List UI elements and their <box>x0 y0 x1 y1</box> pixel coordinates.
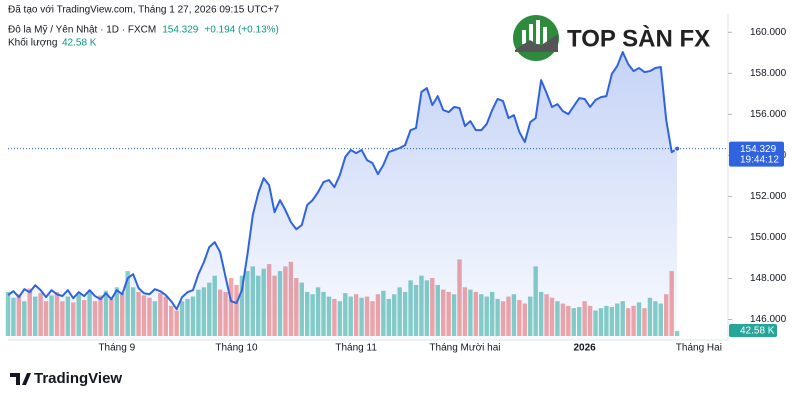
legend-symbol: Đô la Mỹ / Yên Nhật · 1D · FXCM <box>8 25 156 36</box>
legend-volume-title: Khối lượng <box>8 37 57 49</box>
price-tag-countdown: 19:44:12 <box>740 154 779 165</box>
logo-text: TradingView <box>34 370 122 387</box>
volume-tag <box>729 324 777 337</box>
y-tick-label: 148.000 <box>750 273 787 284</box>
price-line <box>7 51 678 311</box>
x-tick-label: Tháng 10 <box>215 343 258 354</box>
x-tick-label: Tháng Mười hai <box>429 343 500 354</box>
x-tick-label: Tháng 9 <box>98 343 135 354</box>
last-point <box>674 145 681 152</box>
plot-layer <box>7 51 728 340</box>
price-tag-label: 154.329 <box>740 144 777 155</box>
tradingview-logo: TradingView <box>10 370 122 387</box>
created-note: Đã tạo với TradingView.com, Tháng 1 27, … <box>8 5 280 16</box>
y-tick-label: 160.000 <box>750 27 787 38</box>
price-tag <box>729 141 784 167</box>
x-tick-label: Tháng 11 <box>335 343 377 354</box>
x-tick-label: 2026 <box>574 343 597 354</box>
y-tick-label: 152.000 <box>750 191 787 202</box>
y-tick-label: 156.000 <box>750 109 787 120</box>
watermark: TOP SÀN FX <box>513 15 710 61</box>
y-tick-label: 150.000 <box>750 232 787 243</box>
legend-price: 154.329 <box>162 25 199 36</box>
area-fill <box>8 52 678 340</box>
x-tick-label: Tháng Hai <box>676 343 722 354</box>
watermark-text: TOP SÀN FX <box>567 24 710 52</box>
volume-tag-label: 42.58 K <box>740 326 775 337</box>
y-tick-label: 158.000 <box>750 68 787 79</box>
legend-change: +0.194 (+0.13%) <box>204 25 279 36</box>
legend-volume: 42.58 K <box>62 38 97 49</box>
y-tick-label: 146.000 <box>750 314 787 325</box>
